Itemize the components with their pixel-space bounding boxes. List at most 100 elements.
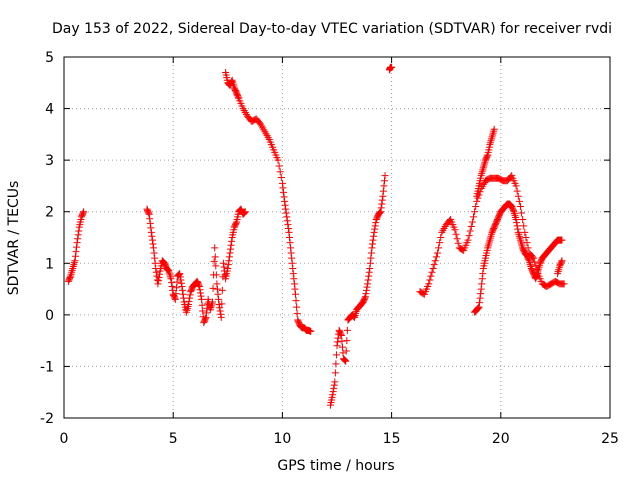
- data-point: [283, 217, 291, 225]
- data-point: [285, 228, 293, 236]
- x-tick-label: 15: [383, 431, 401, 447]
- data-point: [179, 290, 187, 298]
- data-point: [79, 209, 87, 217]
- data-point: [370, 228, 378, 236]
- data-point: [75, 227, 83, 235]
- data-point: [166, 273, 174, 281]
- data-point: [213, 280, 221, 288]
- data-point: [480, 162, 488, 170]
- data-point: [531, 258, 539, 266]
- data-point: [478, 170, 486, 178]
- data-point: [486, 236, 494, 244]
- data-point: [69, 264, 77, 272]
- data-point: [432, 253, 440, 261]
- data-point: [343, 337, 351, 345]
- data-point: [224, 261, 232, 269]
- x-axis-label: GPS time / hours: [277, 458, 394, 474]
- y-tick-label: -1: [40, 359, 54, 375]
- data-point: [486, 234, 494, 242]
- data-point: [217, 313, 225, 321]
- data-point: [225, 253, 233, 261]
- data-point: [283, 213, 291, 221]
- data-point: [363, 283, 371, 291]
- data-point: [477, 290, 485, 298]
- data-point: [177, 279, 185, 287]
- y-tick-label: 4: [45, 102, 54, 118]
- data-point: [361, 293, 369, 301]
- data-point: [291, 285, 299, 293]
- data-point: [156, 270, 164, 278]
- data-point: [515, 197, 523, 205]
- data-point: [468, 218, 476, 226]
- data-point: [514, 225, 522, 233]
- data-point: [148, 236, 156, 244]
- data-point: [185, 297, 193, 305]
- data-point: [285, 234, 293, 241]
- data-point: [488, 133, 496, 141]
- data-point: [525, 255, 533, 263]
- data-point: [281, 197, 289, 205]
- data-point: [146, 215, 154, 223]
- data-point: [180, 294, 188, 302]
- data-point: [487, 137, 495, 145]
- data-point: [518, 209, 526, 217]
- y-tick-label: 3: [45, 153, 54, 169]
- data-point: [378, 196, 386, 204]
- data-point: [331, 369, 339, 377]
- data-point: [171, 294, 179, 302]
- data-point: [426, 276, 434, 284]
- data-point: [484, 242, 492, 250]
- data-point: [197, 289, 204, 297]
- data-point: [477, 285, 485, 293]
- data-point: [226, 249, 234, 257]
- data-point: [210, 257, 218, 265]
- data-point: [343, 326, 351, 334]
- data-point: [364, 280, 372, 288]
- data-point: [176, 270, 184, 278]
- data-point: [350, 313, 358, 321]
- series-arc5: [385, 63, 396, 74]
- data-point: [555, 266, 563, 274]
- data-point: [169, 286, 177, 294]
- data-point: [232, 219, 240, 227]
- data-point: [73, 243, 81, 251]
- data-point: [331, 378, 339, 386]
- data-point: [167, 275, 175, 283]
- data-point: [177, 276, 185, 284]
- data-point: [213, 285, 221, 293]
- data-point: [479, 270, 487, 278]
- data-point: [388, 63, 396, 71]
- data-point: [365, 272, 373, 280]
- data-point: [203, 309, 211, 317]
- data-point: [340, 355, 348, 363]
- data-point: [292, 297, 300, 305]
- data-point: [199, 307, 207, 315]
- data-point: [476, 294, 484, 302]
- data-point: [339, 349, 347, 357]
- data-point: [490, 127, 498, 135]
- data-point: [195, 281, 203, 289]
- data-point: [293, 303, 301, 311]
- data-point: [66, 273, 74, 281]
- data-point: [281, 201, 289, 209]
- data-point: [217, 310, 225, 318]
- data-point: [72, 248, 80, 256]
- data-point: [512, 214, 520, 222]
- data-point: [365, 268, 373, 276]
- data-point: [370, 232, 378, 240]
- data-point: [172, 284, 180, 292]
- data-point: [451, 226, 459, 234]
- data-point: [68, 268, 76, 276]
- data-point: [338, 343, 346, 351]
- data-point: [225, 257, 233, 265]
- y-axis-label: SDTVAR / TECUs: [6, 181, 22, 296]
- data-point: [371, 222, 379, 230]
- data-point: [73, 239, 81, 247]
- data-point: [186, 291, 194, 299]
- data-point: [558, 236, 566, 244]
- chart-title: Day 153 of 2022, Sidereal Day-to-day VTE…: [52, 21, 612, 37]
- x-tick-label: 5: [169, 431, 178, 447]
- data-point: [515, 230, 523, 238]
- data-point: [330, 384, 338, 392]
- data-point: [333, 342, 341, 350]
